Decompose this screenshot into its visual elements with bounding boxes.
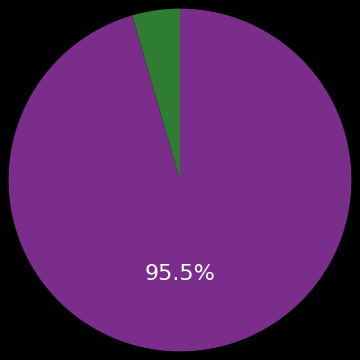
Wedge shape xyxy=(132,9,180,180)
Wedge shape xyxy=(9,9,351,351)
Text: 95.5%: 95.5% xyxy=(145,264,215,284)
